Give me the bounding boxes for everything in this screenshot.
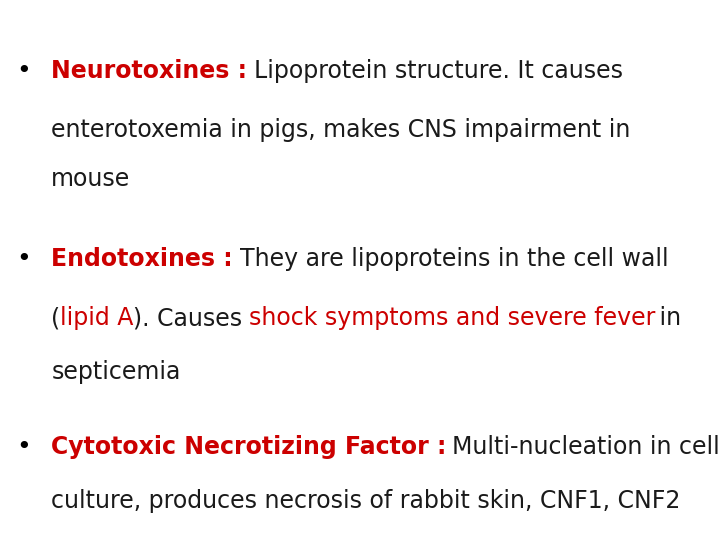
- Text: Cytotoxic Necrotizing Factor :: Cytotoxic Necrotizing Factor :: [51, 435, 455, 460]
- Text: •: •: [16, 59, 31, 83]
- Text: Multi-nucleation in cell: Multi-nucleation in cell: [451, 435, 719, 460]
- Text: (: (: [51, 306, 60, 330]
- Text: septicemia: septicemia: [51, 360, 181, 384]
- Text: shock symptoms and severe fever: shock symptoms and severe fever: [249, 306, 655, 330]
- Text: •: •: [16, 247, 31, 271]
- Text: enterotoxemia in pigs, makes CNS impairment in: enterotoxemia in pigs, makes CNS impairm…: [51, 118, 631, 143]
- Text: in: in: [652, 306, 681, 330]
- Text: culture, produces necrosis of rabbit skin, CNF1, CNF2: culture, produces necrosis of rabbit ski…: [51, 489, 680, 513]
- Text: Lipoprotein structure. It causes: Lipoprotein structure. It causes: [254, 59, 623, 83]
- Text: ). Causes: ). Causes: [133, 306, 250, 330]
- Text: Endotoxines :: Endotoxines :: [51, 247, 241, 271]
- Text: •: •: [16, 435, 31, 460]
- Text: Neurotoxines :: Neurotoxines :: [51, 59, 256, 83]
- Text: They are lipoproteins in the cell wall: They are lipoproteins in the cell wall: [240, 247, 668, 271]
- Text: lipid A: lipid A: [60, 306, 134, 330]
- Text: mouse: mouse: [51, 167, 130, 191]
